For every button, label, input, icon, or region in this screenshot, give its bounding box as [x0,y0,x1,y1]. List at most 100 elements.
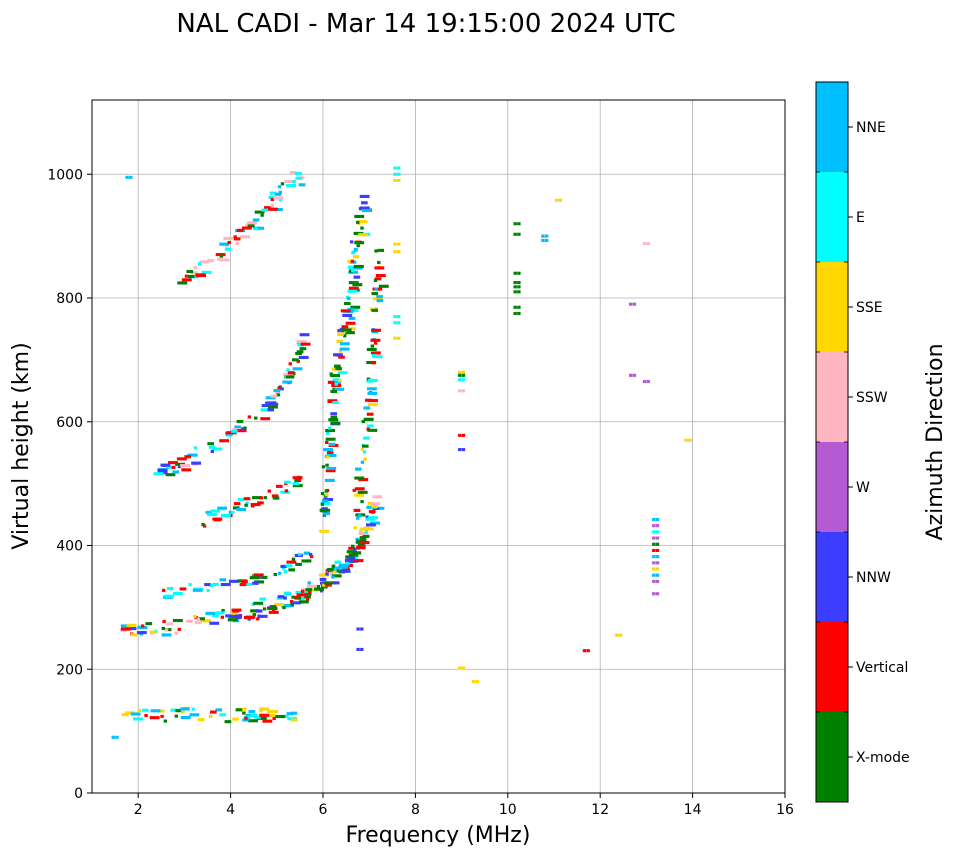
chart-title: NAL CADI - Mar 14 19:15:00 2024 UTC [176,9,675,39]
echo-point [337,560,342,564]
echo-marker [517,222,521,226]
echo-point [177,465,182,469]
echo-point [363,220,368,224]
echo-marker [541,234,545,238]
echo-point [294,601,299,605]
echo-point [301,559,305,563]
echo-point [332,581,337,585]
echo-point [276,389,281,393]
echo-marker [129,175,133,179]
echo-point [373,341,378,345]
echo-point [298,590,303,595]
echo-point [214,518,218,522]
echo-point [366,534,370,539]
echo-point [226,258,230,262]
echo-point [347,296,351,301]
x-tick-label: 8 [411,802,420,818]
echo-marker [397,321,401,325]
echo-point [363,206,367,210]
echo-point [336,374,340,378]
echo-point [247,715,251,719]
echo-point [184,455,188,459]
echo-marker [655,579,660,583]
echo-point [303,342,308,346]
echo-point [317,587,321,591]
echo-point [333,421,338,425]
echo-point [191,274,195,279]
echo-point [220,513,225,518]
echo-point [274,207,278,211]
echo-point [145,622,149,626]
echo-point [225,614,229,618]
echo-point [127,627,131,631]
echo-point [292,484,297,488]
echo-point [349,269,353,273]
echo-point [338,378,342,382]
echo-point [253,609,257,613]
echo-point [210,710,214,714]
echo-point [247,221,251,225]
echo-point [281,566,286,570]
echo-point [344,325,349,329]
echo-point [240,228,244,232]
echo-point [379,355,383,359]
echo-point [252,576,257,580]
echo-point [307,342,311,346]
echo-point [363,527,367,531]
echo-point [237,237,241,241]
echo-point [257,503,261,507]
echo-point [376,338,381,342]
echo-point [343,569,348,573]
echo-point [168,473,173,477]
echo-point [298,183,303,187]
echo-point [271,405,275,409]
echo-point [195,588,200,592]
echo-point [181,278,186,282]
echo-point [276,196,281,200]
echo-point [359,539,364,543]
echo-point [179,591,183,595]
echo-point [301,596,305,601]
echo-point [344,371,348,375]
echo-point [358,487,362,491]
echo-point [292,476,296,480]
echo-point [371,308,375,312]
echo-point [280,603,284,607]
echo-point [208,611,213,615]
echo-point [333,374,337,378]
echo-point [337,332,341,337]
echo-point [141,708,146,712]
echo-point [223,506,228,510]
echo-point [340,309,345,313]
echo-marker [397,250,401,254]
echo-point [295,358,299,362]
echo-point [231,615,236,619]
echo-point [180,281,184,285]
echo-point [163,719,167,723]
echo-point [270,203,274,207]
echo-marker [652,517,656,522]
echo-point [373,347,377,351]
echo-point [260,580,264,584]
echo-marker [513,285,517,289]
echo-point [245,501,249,505]
azimuth-colorbar: X-mode Vertical NNW W SSW SSE E NNE [815,81,910,803]
echo-point [304,595,308,599]
echo-point [335,566,340,570]
echo-point [308,590,312,595]
echo-point [180,710,185,714]
echo-point [250,504,255,508]
echo-point [330,412,334,416]
echo-point [331,442,336,446]
echo-point [357,264,361,269]
echo-point [357,493,361,497]
echo-point [353,526,357,530]
echo-point [243,235,247,239]
echo-point [379,295,383,299]
echo-point [290,375,295,379]
echo-point [326,448,330,452]
echo-point [234,611,238,615]
echo-point [271,207,275,211]
echo-point [207,619,211,623]
echo-point [270,394,275,398]
